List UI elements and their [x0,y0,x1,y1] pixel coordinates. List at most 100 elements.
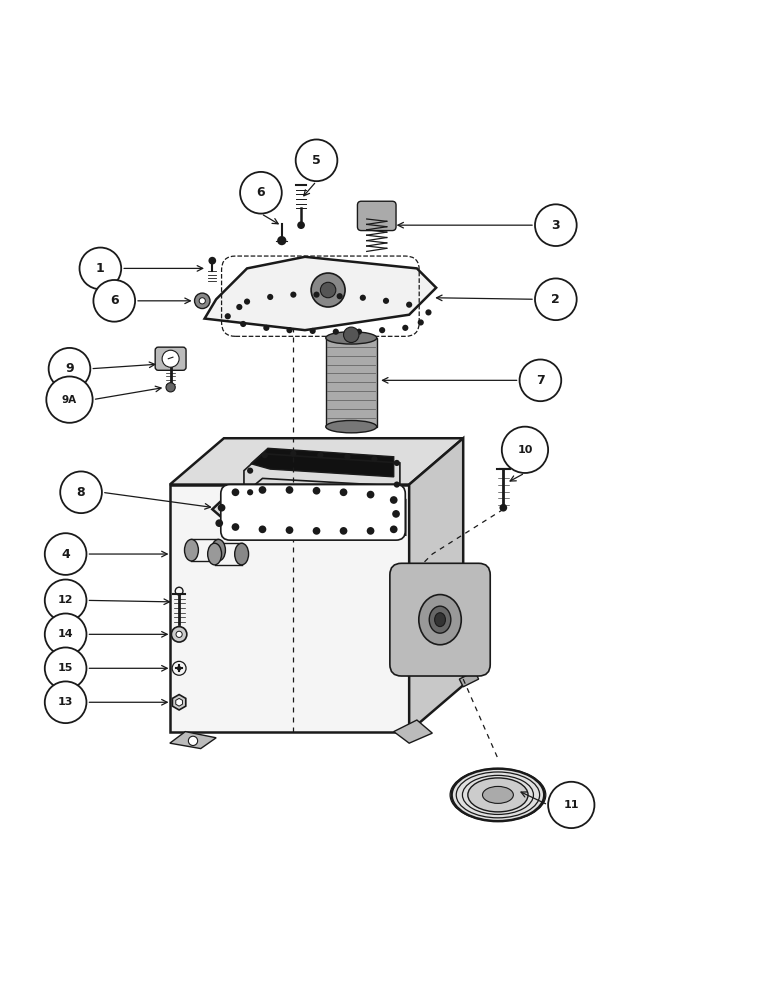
Polygon shape [170,732,216,749]
Circle shape [320,282,336,298]
Circle shape [80,248,121,289]
Circle shape [208,257,216,265]
Text: 7: 7 [536,374,545,387]
Ellipse shape [212,539,225,561]
Bar [326,338,377,427]
Circle shape [176,631,182,637]
Circle shape [296,139,337,181]
Circle shape [240,172,282,214]
Circle shape [45,580,86,621]
Circle shape [390,525,398,533]
Polygon shape [251,448,394,477]
Circle shape [406,302,412,308]
Circle shape [188,736,198,745]
Circle shape [311,273,345,307]
Polygon shape [394,720,432,743]
Circle shape [225,313,231,319]
Ellipse shape [468,778,528,812]
Ellipse shape [185,539,198,561]
Circle shape [218,504,225,512]
Circle shape [49,348,90,390]
Circle shape [290,292,296,298]
Circle shape [344,327,359,343]
Circle shape [337,293,343,299]
Circle shape [499,504,507,512]
Text: 10: 10 [517,445,533,455]
Circle shape [162,350,179,367]
Circle shape [267,294,273,300]
Circle shape [286,486,293,494]
Ellipse shape [208,543,222,565]
Circle shape [390,496,398,504]
Text: 14: 14 [58,629,73,639]
Circle shape [535,204,577,246]
Ellipse shape [435,613,445,627]
Circle shape [259,525,266,533]
Circle shape [313,487,320,495]
Circle shape [333,329,339,335]
FancyBboxPatch shape [155,347,186,370]
Ellipse shape [452,769,544,821]
Ellipse shape [326,332,377,344]
Circle shape [171,627,187,642]
Text: 13: 13 [58,697,73,707]
Circle shape [277,236,286,245]
Circle shape [177,666,181,671]
Circle shape [93,280,135,322]
Polygon shape [170,485,409,732]
Polygon shape [176,698,182,706]
FancyBboxPatch shape [357,201,396,231]
Polygon shape [459,671,479,687]
FancyBboxPatch shape [221,485,405,540]
Circle shape [45,681,86,723]
Circle shape [360,295,366,301]
Text: 1: 1 [96,262,105,275]
Circle shape [356,329,362,335]
Ellipse shape [429,606,451,633]
Circle shape [45,613,86,655]
Circle shape [418,319,424,326]
FancyBboxPatch shape [390,563,490,676]
Polygon shape [172,695,186,710]
Circle shape [383,298,389,304]
Circle shape [520,359,561,401]
Circle shape [340,527,347,535]
Circle shape [199,298,205,304]
Circle shape [367,491,374,498]
Circle shape [344,454,350,460]
Circle shape [394,460,400,466]
Circle shape [286,327,293,333]
Text: 11: 11 [564,800,579,810]
Text: 5: 5 [312,154,321,167]
Circle shape [232,523,239,531]
Circle shape [45,647,86,689]
Text: 15: 15 [58,663,73,673]
Circle shape [310,328,316,334]
Circle shape [259,486,266,494]
Circle shape [236,304,242,310]
Text: 6: 6 [256,186,266,199]
Circle shape [166,383,175,392]
Circle shape [297,221,305,229]
Text: 12: 12 [58,595,73,605]
Circle shape [402,325,408,331]
Circle shape [263,325,269,331]
Circle shape [46,376,93,423]
Circle shape [425,309,432,315]
Circle shape [232,488,239,496]
Circle shape [548,782,594,828]
Text: 6: 6 [110,294,119,307]
Circle shape [367,527,374,535]
Ellipse shape [482,786,513,803]
Ellipse shape [235,543,249,565]
Circle shape [535,278,577,320]
Circle shape [262,452,268,458]
Circle shape [286,526,293,534]
Text: 2: 2 [551,293,560,306]
Ellipse shape [418,595,461,645]
Circle shape [379,327,385,333]
Circle shape [340,488,347,496]
Text: 3: 3 [551,219,560,232]
Text: 9: 9 [65,362,74,375]
Circle shape [45,533,86,575]
